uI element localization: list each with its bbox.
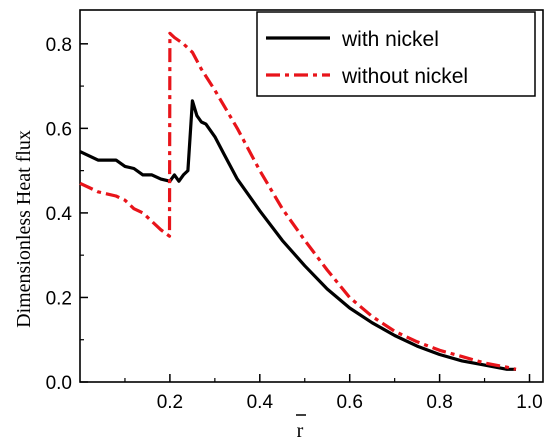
legend: with nickel without nickel bbox=[256, 11, 536, 97]
series-group bbox=[79, 31, 517, 371]
y-tick-label: 0.2 bbox=[46, 288, 72, 309]
y-axis-title: Dimensionless Heat flux bbox=[13, 130, 35, 328]
plot-frame-group bbox=[79, 9, 544, 383]
plot-frame bbox=[79, 9, 544, 383]
x-tick-label: 0.2 bbox=[157, 392, 183, 413]
legend-label-0: with nickel bbox=[341, 28, 439, 51]
x-axis-title: r bbox=[297, 420, 304, 442]
y-tick-label: 0.0 bbox=[46, 373, 72, 394]
y-tick-label: 0.6 bbox=[46, 119, 72, 140]
y-tick-label: 0.4 bbox=[46, 204, 73, 225]
x-tick-label: 0.4 bbox=[247, 392, 274, 413]
legend-box bbox=[256, 11, 536, 97]
series-line-1 bbox=[79, 31, 517, 371]
y-tick-label: 0.8 bbox=[46, 35, 72, 56]
series-line-0 bbox=[79, 99, 516, 371]
legend-label-1: without nickel bbox=[341, 65, 468, 88]
ticks-group: 0.2 0.4 0.6 0.8 1.0 0.0 0.2 0.4 0.6 0.8 bbox=[46, 35, 543, 413]
x-tick-label: 0.8 bbox=[426, 392, 452, 413]
x-tick-label: 0.6 bbox=[336, 392, 362, 413]
x-tick-label: 1.0 bbox=[516, 392, 542, 413]
